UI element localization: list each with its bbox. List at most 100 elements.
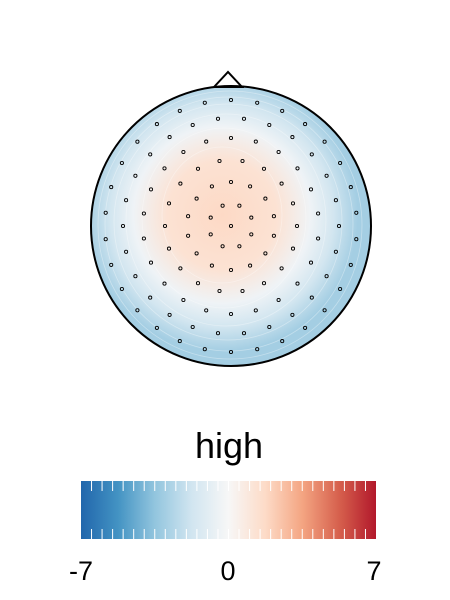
electrode-marker [322, 139, 327, 144]
electrode-marker [215, 331, 221, 336]
electrode-marker [204, 308, 209, 313]
electrode-marker [348, 185, 353, 190]
electrode-marker [133, 274, 138, 279]
electrode-marker [154, 325, 159, 330]
electrode-marker [294, 223, 300, 229]
electrode-marker [276, 149, 281, 155]
electrode-marker [354, 210, 359, 215]
electrode-marker [162, 281, 167, 286]
electrode-marker [190, 324, 195, 330]
electrode-marker [303, 325, 308, 330]
electrode-marker [181, 149, 186, 155]
electrode-marker [338, 286, 343, 292]
electrode-marker [178, 181, 183, 186]
electrode-marker [190, 122, 195, 128]
electrode-marker [263, 251, 268, 256]
electrode-marker [228, 223, 234, 229]
electrode-marker [261, 166, 267, 171]
electrode-marker [154, 122, 159, 127]
electrode-marker [120, 223, 126, 229]
electrode-marker [217, 158, 222, 164]
electrode-marker [295, 166, 300, 171]
electrode-marker [220, 203, 225, 208]
electrode-marker [124, 249, 129, 254]
electrode-marker [208, 232, 213, 237]
electrode-marker [208, 215, 213, 220]
electrode-marker [228, 135, 234, 141]
electrode-marker [109, 262, 114, 267]
contour-lines [97, 90, 363, 360]
electrode-marker [195, 166, 201, 171]
electrode-marker [177, 339, 182, 344]
electrode-marker [202, 100, 207, 105]
electrode-marker [253, 308, 258, 313]
electrode-marker [261, 281, 267, 286]
electrode-marker [119, 160, 124, 166]
electrode-marker [148, 295, 153, 300]
electrode-marker [255, 100, 260, 105]
electrode-marker [228, 311, 234, 317]
electrode-marker [279, 181, 284, 186]
electrode-marker [228, 97, 234, 103]
colorbar-tick-label-mid: 0 [220, 556, 235, 586]
electrode-marker [249, 232, 254, 237]
electrode-marker [103, 210, 108, 215]
chart-title: high [195, 425, 263, 466]
colorbar: -7 0 7 [69, 481, 382, 586]
electrode-marker [263, 196, 268, 201]
electrode-marker [290, 246, 296, 251]
electrode-marker [290, 312, 295, 317]
electrode-marker [162, 166, 167, 171]
electrode-marker [267, 324, 272, 330]
electrode-marker [167, 135, 172, 140]
electrode-marker [166, 201, 172, 206]
electrode-marker [148, 187, 154, 192]
electrode-marker [336, 223, 342, 229]
electrode-marker [133, 173, 138, 178]
electrode-marker [324, 274, 329, 279]
electrode-marker [338, 160, 343, 166]
electrode-marker [267, 122, 272, 128]
colorbar-tick-label-max: 7 [366, 556, 381, 586]
electrode-marker [354, 237, 359, 242]
electrode-marker [181, 297, 186, 303]
electrode-marker [135, 308, 140, 313]
electrode-marker [195, 281, 201, 286]
electrode-marker [249, 215, 254, 220]
electrode-marker [220, 244, 225, 249]
electrode-marker [309, 152, 314, 157]
electrode-marker [209, 184, 214, 189]
electrode-marker [217, 288, 222, 294]
electrode-marker [241, 116, 247, 121]
electrode-marker [316, 211, 321, 216]
electrode-marker [280, 108, 285, 113]
electrode-marker [148, 260, 154, 265]
electrode-marker [103, 237, 108, 242]
electrode-marker [141, 236, 146, 241]
electrode-marker [290, 135, 295, 140]
electrode-marker [255, 347, 260, 352]
electrode-marker [178, 266, 183, 271]
electrode-marker [303, 122, 308, 127]
electrode-marker [228, 267, 234, 273]
electrode-marker [228, 349, 234, 355]
electrode-marker [253, 139, 258, 144]
electrode-marker [194, 251, 199, 256]
electrode-marker [167, 312, 172, 317]
electrode-marker [148, 152, 153, 157]
electrode-marker [194, 196, 199, 201]
electrode-marker [237, 203, 242, 208]
electrode-marker [209, 263, 214, 268]
colorbar-tick-label-min: -7 [69, 556, 93, 586]
electrode-marker [202, 347, 207, 352]
electrode-marker [141, 211, 146, 216]
electrode-marker [248, 184, 253, 189]
electrode-marker [316, 236, 321, 241]
electrode-marker [295, 281, 300, 286]
electrode-marker [119, 286, 124, 292]
electrode-marker [162, 223, 168, 229]
electrode-marker [280, 339, 285, 344]
electrode-marker [333, 249, 338, 254]
electrode-marker [240, 288, 245, 294]
